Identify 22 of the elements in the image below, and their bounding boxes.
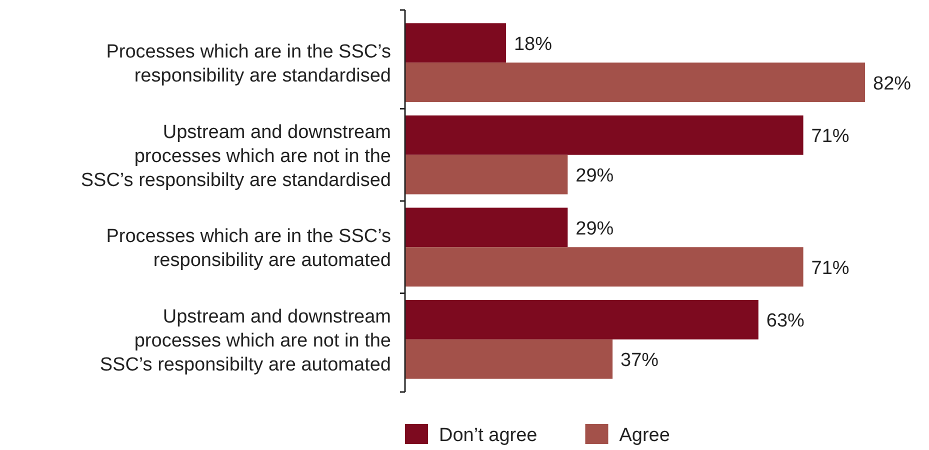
y-tick-label: Processes which are in the SSC’s responsibility are standardised — [106, 42, 391, 87]
bar — [405, 115, 804, 155]
bar — [405, 247, 804, 287]
data-label: 63% — [766, 310, 805, 332]
data-label: 37% — [620, 350, 659, 372]
bar — [405, 154, 568, 194]
data-label: 71% — [811, 126, 850, 148]
data-label: 71% — [811, 258, 850, 279]
bar — [405, 339, 613, 379]
data-label: 29% — [576, 218, 614, 240]
bar — [405, 23, 506, 63]
y-tick-label: Processes which are in the SSC’s responsibility are automated — [106, 226, 391, 272]
legend-label: Don’t agree — [439, 425, 538, 446]
bar — [405, 300, 758, 340]
bar — [405, 208, 568, 248]
y-tick-label: Upstream and downstream processes which are not in the SSC’s responsibilty are standardised — [80, 122, 391, 191]
bar — [405, 62, 865, 102]
data-label: 18% — [514, 34, 552, 55]
legend-label: Agree — [619, 425, 670, 446]
y-tick-label: Upstream and downstream processes which are not in the SSC’s responsibilty are automated — [100, 306, 391, 376]
data-label: 82% — [873, 73, 912, 94]
data-label: 29% — [576, 166, 614, 187]
